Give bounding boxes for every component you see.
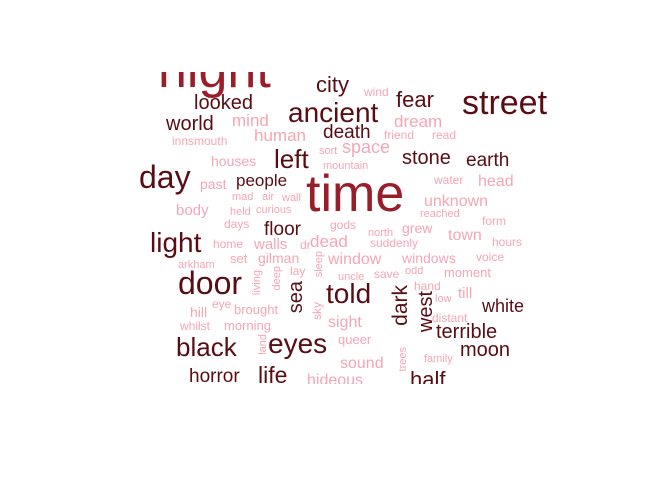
word-hand: hand: [414, 279, 441, 293]
word-space: space: [342, 137, 391, 157]
word-human: human: [254, 126, 306, 145]
word-town: town: [448, 227, 482, 244]
word-fear: fear: [396, 87, 434, 112]
word-horror: horror: [189, 366, 240, 384]
word-days: days: [224, 217, 250, 231]
word-hill: hill: [190, 304, 208, 320]
word-air: air: [262, 191, 275, 203]
word-suddenly: suddenly: [370, 236, 419, 250]
word-mountain: mountain: [323, 160, 369, 172]
word-world: world: [166, 113, 214, 135]
word-sky: sky: [310, 302, 324, 320]
word-arkham: arkham: [178, 259, 215, 271]
word-terrible: terrible: [436, 321, 498, 343]
word-dr: dr: [300, 238, 311, 252]
word-life: life: [258, 362, 288, 385]
word-sort: sort: [319, 145, 338, 157]
word-cloud-area: night city wind street fear looked ancient worl…: [120, 72, 560, 384]
word-read: read: [432, 128, 457, 142]
word-brought: brought: [234, 302, 279, 317]
word-day: day: [139, 159, 191, 195]
word-body: body: [176, 202, 209, 219]
word-mad: mad: [232, 191, 254, 203]
word-reached: reached: [420, 208, 460, 220]
word-told: told: [326, 278, 372, 309]
word-past: past: [200, 176, 227, 192]
word-time: time: [306, 165, 405, 223]
word-window: window: [328, 251, 382, 268]
word-water: water: [434, 173, 464, 187]
word-morning: morning: [224, 318, 271, 333]
word-hideous: hideous: [307, 372, 364, 385]
word-distant: distant: [432, 311, 468, 325]
word-floor: floor: [264, 219, 301, 240]
word-held: held: [230, 206, 251, 218]
word-till: till: [458, 285, 473, 302]
word-city: city: [316, 72, 349, 97]
word-innsmouth: innsmouth: [172, 134, 228, 148]
word-earth: earth: [466, 150, 510, 171]
word-street: street: [462, 84, 548, 122]
word-hours: hours: [492, 235, 523, 249]
word-walls: walls: [254, 236, 288, 253]
word-eye: eye: [212, 297, 232, 311]
word-mind: mind: [232, 111, 269, 130]
word-queer: queer: [338, 332, 372, 347]
word-unknown: unknown: [424, 193, 489, 210]
word-black: black: [176, 332, 237, 362]
word-family: family: [424, 353, 453, 365]
word-gods: gods: [330, 218, 357, 232]
word-wall: wall: [282, 192, 301, 204]
word-odd: odd: [405, 265, 424, 277]
word-sound: sound: [340, 355, 384, 372]
word-head: head: [478, 173, 514, 190]
word-left: left: [274, 144, 309, 174]
word-windows: windows: [402, 250, 456, 266]
word-sleep: sleep: [313, 251, 325, 278]
word-lay: lay: [290, 264, 306, 278]
word-ancient: ancient: [288, 97, 379, 128]
word-set: set: [230, 251, 248, 266]
word-half: half: [410, 367, 446, 385]
word-dark: dark: [389, 285, 412, 326]
word-night: night: [158, 72, 271, 96]
word-dead: dead: [310, 232, 348, 251]
word-uncle: uncle: [338, 271, 365, 283]
word-deep: deep: [271, 266, 283, 291]
word-voice: voice: [476, 250, 505, 264]
word-moon: moon: [460, 339, 511, 361]
word-houses: houses: [211, 153, 257, 169]
word-dream: dream: [394, 112, 443, 131]
word-people: people: [236, 171, 288, 190]
word-white: white: [482, 296, 525, 316]
word-light: light: [150, 227, 202, 258]
word-eyes: eyes: [268, 328, 328, 359]
word-north: north: [368, 227, 394, 239]
word-curious: curious: [256, 204, 292, 216]
word-sea: sea: [285, 281, 307, 314]
word-looked: looked: [194, 92, 253, 114]
word-friend: friend: [384, 128, 415, 142]
word-home: home: [213, 237, 244, 251]
word-grew: grew: [402, 220, 433, 236]
word-save: save: [374, 267, 400, 281]
word-moment: moment: [444, 265, 491, 280]
word-gilman: gilman: [258, 250, 300, 266]
word-wind: wind: [364, 85, 389, 99]
word-living: living: [251, 270, 263, 296]
word-whilst: whilst: [180, 319, 211, 333]
word-stone: stone: [402, 147, 451, 169]
word-low: low: [435, 293, 452, 305]
word-door: door: [178, 265, 243, 301]
word-trees: trees: [397, 347, 409, 372]
word-death: death: [323, 122, 371, 143]
word-form: form: [482, 214, 506, 228]
word-sight: sight: [328, 314, 362, 331]
